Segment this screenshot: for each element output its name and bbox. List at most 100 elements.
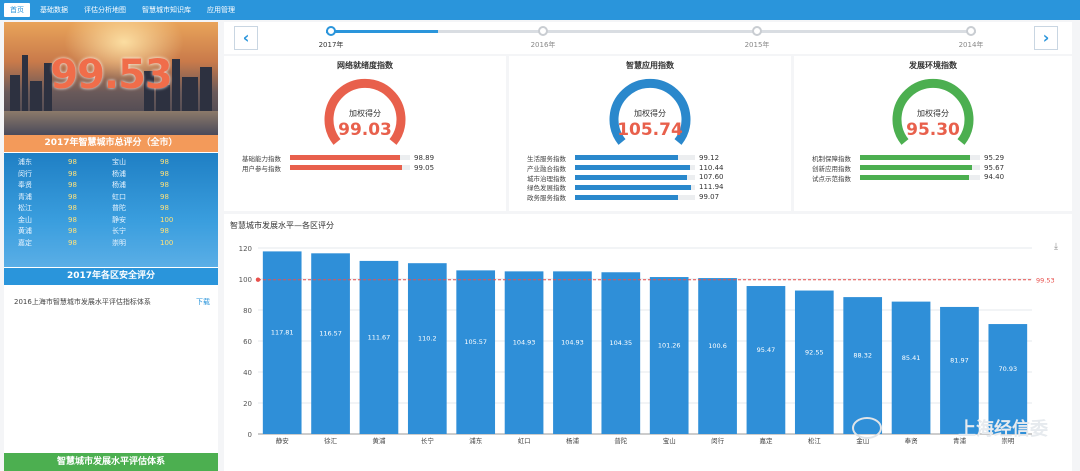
y-tick-label: 80 <box>243 307 252 315</box>
index-bar-fill <box>575 174 687 180</box>
index-bar-row: 城市治理指数 107.60 <box>527 173 777 182</box>
district-score: 100 <box>160 215 174 224</box>
index-card-environment: 发展环境指数 加权得分 95.30 机制保障指数 95.29 创新应用指数 95.67… <box>794 56 1072 211</box>
chart-bar <box>456 270 496 434</box>
district-name: 金山 <box>18 215 32 224</box>
index-bar-value: 111.94 <box>699 183 724 192</box>
index-bar-row: 机制保障指数 95.29 <box>812 153 1062 163</box>
evaluation-system-title[interactable]: 智慧城市发展水平评估体系 <box>4 453 218 471</box>
x-tick-label: 黄浦 <box>372 436 386 445</box>
index-bar-label: 基础能力指数 <box>242 154 281 163</box>
y-tick-label: 60 <box>243 338 252 346</box>
bar-value-label: 92.55 <box>805 348 824 356</box>
index-bar-track <box>575 194 695 200</box>
timeline-dot-2014[interactable] <box>966 26 976 36</box>
index-bar-row: 试点示范指数 94.40 <box>812 173 1062 183</box>
chart-bar <box>940 306 979 434</box>
x-tick-label: 杨浦 <box>566 436 580 445</box>
x-tick-label: 嘉定 <box>759 436 773 445</box>
index-bar-label: 生活服务指数 <box>527 154 566 163</box>
x-tick-label: 青浦 <box>953 436 967 445</box>
index-bar-track <box>575 155 695 161</box>
top-nav: 首页 基础数据 评估分析地图 智慧城市知识库 应用管理 <box>0 0 1080 20</box>
chart-bar <box>262 251 302 434</box>
index-bar-fill <box>860 165 972 171</box>
district-score: 98 <box>160 227 169 235</box>
district-name: 普陀 <box>112 204 126 212</box>
district-score: 98 <box>160 181 169 189</box>
index-bar-fill <box>860 155 971 161</box>
gauge-arc <box>609 78 691 145</box>
gauge-arc <box>892 78 974 145</box>
document-row: 2016上海市智慧城市发展水平评估指标体系 下载 <box>14 297 210 307</box>
nav-tab-app-management[interactable]: 应用管理 <box>207 6 235 14</box>
index-bar-track <box>575 184 695 190</box>
bar-value-label: 100.6 <box>708 342 727 350</box>
year-timeline: ‹ 2017年 2016年 2015年 2014年 › <box>224 22 1072 54</box>
index-bar-fill <box>575 194 679 200</box>
index-bar-label: 机制保障指数 <box>812 154 851 163</box>
gauge-label: 加权得分 <box>349 109 381 118</box>
district-name: 青浦 <box>18 192 32 201</box>
district-name: 浦东 <box>18 158 32 166</box>
index-title: 网络就绪度指数 <box>337 61 393 70</box>
chevron-left-icon[interactable]: ‹ <box>234 26 258 50</box>
safety-score-title: 2017年各区安全评分 <box>4 268 218 285</box>
district-score-table: 浦东 98 宝山 98 闵行 98 杨浦 98 奉贤 98 杨浦 98 青浦 98 虹口 98 松江 98 普陀 98… <box>4 153 218 267</box>
index-bar-value: 110.44 <box>699 163 724 172</box>
x-tick-label: 闵行 <box>711 436 725 445</box>
x-tick-label: 宝山 <box>663 436 676 445</box>
index-bar-label: 试点示范指数 <box>812 174 851 183</box>
district-name: 黄浦 <box>18 227 32 235</box>
x-tick-label: 崇明 <box>1001 437 1015 445</box>
gauge-arc <box>324 78 406 145</box>
index-bar-row: 生活服务指数 99.12 <box>527 153 777 163</box>
index-card-network: 网络就绪度指数 加权得分 99.03 基础能力指数 98.89 用户参与指数 99.0… <box>224 56 506 211</box>
bar-value-label: 117.81 <box>271 329 294 337</box>
nav-tab-home[interactable]: 首页 <box>4 3 30 17</box>
download-link[interactable]: 下载 <box>196 298 210 306</box>
gauge: 加权得分 95.30 <box>888 76 978 152</box>
index-card-application: 智慧应用指数 加权得分 105.74 生活服务指数 99.12 产业融合指数 110.… <box>509 56 791 211</box>
chevron-right-icon[interactable]: › <box>1034 26 1058 50</box>
chart-bar <box>649 277 689 434</box>
bar-value-label: 104.93 <box>561 339 584 347</box>
index-bar-label: 产业融合指数 <box>527 164 566 173</box>
gauge-label: 加权得分 <box>917 109 949 118</box>
chart-title: 智慧城市发展水平—各区评分 <box>230 221 334 230</box>
bar-value-label: 101.26 <box>658 342 681 350</box>
index-bar-track <box>860 155 980 161</box>
chart-bar <box>553 271 592 434</box>
x-tick-label: 松江 <box>808 436 822 445</box>
timeline-dot-2016[interactable] <box>538 26 548 36</box>
download-icon[interactable]: ⤓ <box>1054 242 1058 252</box>
bar-value-label: 111.67 <box>368 333 391 341</box>
city-skyline-image: 99.53 <box>4 22 218 135</box>
nav-tab-basic-data[interactable]: 基础数据 <box>40 6 68 14</box>
gauge: 加权得分 99.03 <box>320 76 410 152</box>
index-bar-value: 99.05 <box>414 163 435 172</box>
y-tick-label: 100 <box>239 276 252 284</box>
timeline-dot-2015[interactable] <box>752 26 762 36</box>
timeline-label-2017[interactable]: 2017年 <box>318 41 344 49</box>
reference-marker <box>255 277 261 282</box>
nav-tab-knowledge-base[interactable]: 智慧城市知识库 <box>142 6 191 14</box>
index-bar-track <box>290 155 410 161</box>
bar-chart-svg: 0 20 40 60 80 100 120 117.81 静安 116.57 徐汇 111.67 黄浦 1… <box>239 245 1055 445</box>
index-bar-fill <box>290 165 402 171</box>
timeline-dot-2017[interactable] <box>326 26 336 36</box>
district-name: 静安 <box>112 215 126 224</box>
nav-tab-analysis-map[interactable]: 评估分析地图 <box>84 6 126 14</box>
district-name: 虹口 <box>112 192 126 201</box>
district-score: 98 <box>160 204 169 212</box>
y-tick-label: 20 <box>243 400 252 408</box>
timeline-label-2016[interactable]: 2016年 <box>530 41 556 49</box>
chart-bar <box>794 290 834 434</box>
district-score: 98 <box>68 192 77 201</box>
y-tick-label: 120 <box>239 245 252 253</box>
index-bar-track <box>860 165 980 171</box>
timeline-label-2014[interactable]: 2014年 <box>958 41 984 49</box>
chart-bar <box>601 272 641 434</box>
timeline-label-2015[interactable]: 2015年 <box>744 41 770 49</box>
district-score: 98 <box>68 227 77 235</box>
